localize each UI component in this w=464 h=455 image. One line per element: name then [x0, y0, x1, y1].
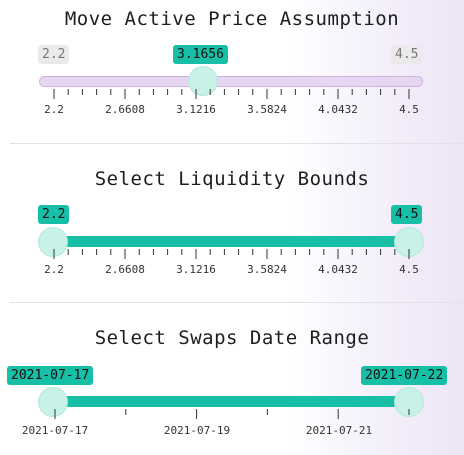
- price-tick-label: 3.1216: [176, 103, 216, 116]
- date-tick-label: 2021-07-17: [21, 424, 89, 437]
- price-tick-label: 4.5: [399, 103, 419, 116]
- price-slider-track[interactable]: [39, 76, 423, 87]
- date-end-tag: 2021-07-22: [361, 366, 448, 385]
- price-tick-label: 3.5824: [247, 103, 287, 116]
- price-assumption-section: Move Active Price Assumption 2.2 4.5 3.1…: [0, 0, 464, 143]
- price-tick-label: 2.6608: [105, 103, 145, 116]
- liquidity-tick-label: 4.5: [399, 263, 419, 276]
- price-value-tag: 3.1656: [173, 45, 228, 64]
- date-range-section: Select Swaps Date Range 2021-07-17 2021-…: [0, 303, 464, 455]
- liquidity-low-tag: 2.2: [38, 205, 70, 224]
- liquidity-slider-ticks: [53, 249, 410, 259]
- price-min-label: 2.2: [38, 45, 70, 64]
- price-assumption-title: Move Active Price Assumption: [64, 8, 400, 30]
- liquidity-tick-label: 2.6608: [105, 263, 145, 276]
- liquidity-tick-label: 2.2: [44, 263, 64, 276]
- date-slider-ticks: [54, 409, 410, 419]
- price-slider-thumb[interactable]: [189, 67, 217, 95]
- section-divider: [10, 302, 464, 303]
- liquidity-high-tag: 4.5: [391, 205, 423, 224]
- date-start-thumb[interactable]: [39, 388, 67, 416]
- section-divider: [10, 143, 464, 144]
- price-max-label: 4.5: [391, 45, 423, 64]
- date-range-title: Select Swaps Date Range: [94, 327, 370, 349]
- price-slider-ticks: [53, 89, 410, 99]
- date-start-tag: 2021-07-17: [7, 366, 94, 385]
- price-tick-label: 2.2: [44, 103, 64, 116]
- date-range-track[interactable]: [52, 396, 409, 407]
- date-tick-label: 2021-07-21: [305, 424, 373, 437]
- liquidity-bounds-section: Select Liquidity Bounds 2.2 4.5 2.2 2.66…: [0, 144, 464, 302]
- date-tick-label: 2021-07-19: [163, 424, 231, 437]
- liquidity-range-track[interactable]: [52, 236, 409, 247]
- liquidity-tick-label: 4.0432: [318, 263, 358, 276]
- liquidity-tick-label: 3.1216: [176, 263, 216, 276]
- liquidity-low-thumb[interactable]: [39, 228, 67, 256]
- price-tick-label: 4.0432: [318, 103, 358, 116]
- liquidity-bounds-title: Select Liquidity Bounds: [94, 168, 370, 190]
- liquidity-tick-label: 3.5824: [247, 263, 287, 276]
